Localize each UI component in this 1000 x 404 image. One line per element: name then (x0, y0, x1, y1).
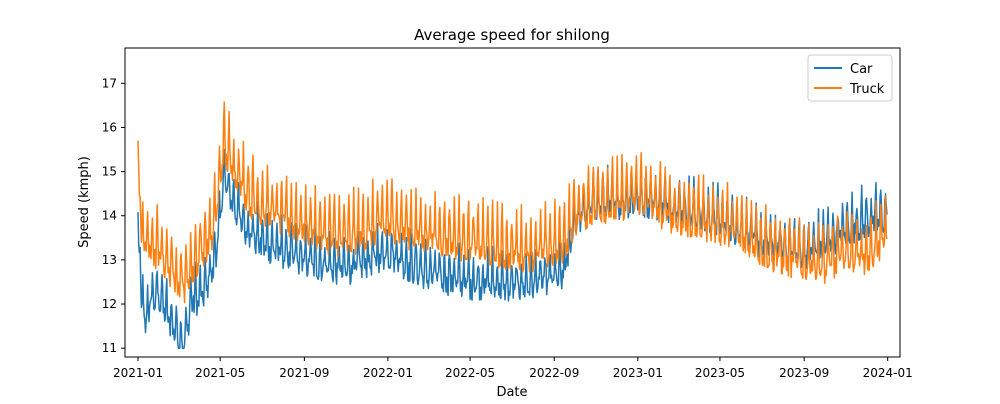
y-tick-label: 11 (102, 341, 117, 355)
y-tick-label: 15 (102, 165, 117, 179)
x-tick-label: 2023-05 (695, 366, 745, 380)
x-tick-label: 2021-09 (279, 366, 329, 380)
legend: Car Truck (807, 54, 893, 102)
chart-title: Average speed for shilong (414, 26, 610, 44)
x-tick-label: 2021-01 (113, 366, 163, 380)
x-tick-label: 2023-01 (613, 366, 663, 380)
y-tick-label: 14 (102, 209, 117, 223)
legend-label: Car (850, 62, 873, 77)
x-tick-label: 2023-09 (779, 366, 829, 380)
x-tick-label: 2022-09 (529, 366, 579, 380)
y-axis-label: Speed (kmph) (77, 156, 92, 248)
x-axis-ticks: 2021-01 2021-05 2021-09 2022-01 2022-05 2022-… (113, 357, 913, 380)
y-tick-label: 13 (102, 253, 117, 267)
axes-frame (124, 47, 901, 358)
x-axis-label: Date (496, 385, 527, 400)
x-tick-label: 2022-01 (363, 366, 413, 380)
x-tick-label: 2024-01 (863, 366, 913, 380)
legend-box (807, 54, 893, 102)
y-tick-label: 17 (102, 76, 117, 90)
x-tick-label: 2022-05 (445, 366, 495, 380)
legend-label: Truck (849, 82, 885, 97)
series-lines (137, 101, 888, 349)
x-tick-label: 2021-05 (195, 366, 245, 380)
y-tick-label: 16 (102, 120, 117, 134)
y-tick-label: 12 (102, 297, 117, 311)
y-axis-ticks: 11 12 13 14 15 16 17 (102, 76, 125, 355)
series-line-truck (137, 101, 888, 304)
